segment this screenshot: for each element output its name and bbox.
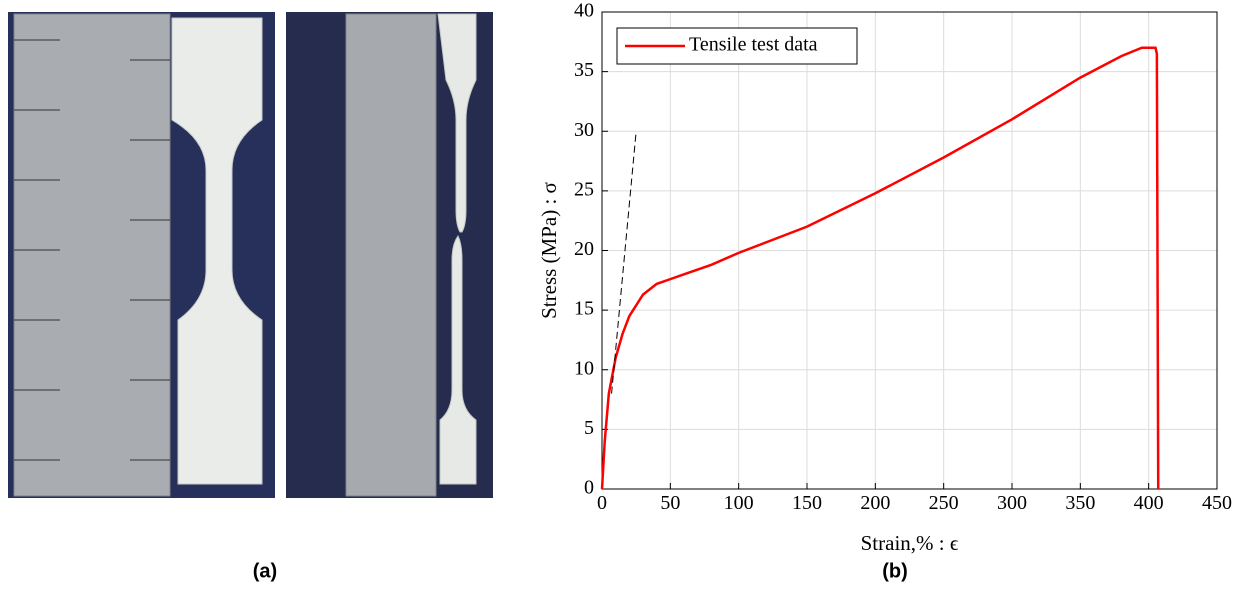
x-tick-label: 250 bbox=[929, 492, 959, 514]
x-axis-label: Strain,% : ϵ bbox=[861, 531, 959, 555]
legend-label: Tensile test data bbox=[689, 34, 818, 56]
chart: 0 50 100 150 200 250 300 350 400 450 0 5 10 15 20 25 30 3… bbox=[537, 0, 1232, 555]
y-tick-label: 20 bbox=[574, 238, 594, 260]
x-tick-label: 300 bbox=[997, 492, 1027, 514]
x-tick-label: 350 bbox=[1065, 492, 1095, 514]
photo-b bbox=[286, 12, 493, 498]
panel-label: (a) bbox=[253, 560, 277, 582]
x-tick-label: 0 bbox=[597, 492, 607, 514]
x-tick-label: 400 bbox=[1134, 492, 1164, 514]
y-tick-label: 0 bbox=[584, 477, 594, 499]
photo-a bbox=[8, 12, 275, 498]
y-tick-label: 5 bbox=[584, 417, 594, 439]
plot-frame bbox=[601, 11, 1218, 490]
y-axis-label: Stress (MPa) : σ bbox=[537, 182, 561, 319]
x-tick-label: 200 bbox=[860, 492, 890, 514]
y-tick-label: 25 bbox=[574, 178, 594, 200]
y-tick-label: 10 bbox=[574, 357, 594, 379]
x-tick-label: 50 bbox=[660, 492, 680, 514]
y-tick-label: 30 bbox=[574, 119, 594, 141]
series-line bbox=[600, 46, 1160, 490]
panel-label: (b) bbox=[882, 560, 908, 582]
x-tick-label: 150 bbox=[792, 492, 822, 514]
x-tick-label: 450 bbox=[1202, 492, 1232, 514]
y-tick-label: 15 bbox=[574, 298, 594, 320]
y-tick-label: 40 bbox=[574, 0, 594, 22]
x-tick-label: 100 bbox=[724, 492, 754, 514]
y-tick-label: 35 bbox=[574, 59, 594, 81]
